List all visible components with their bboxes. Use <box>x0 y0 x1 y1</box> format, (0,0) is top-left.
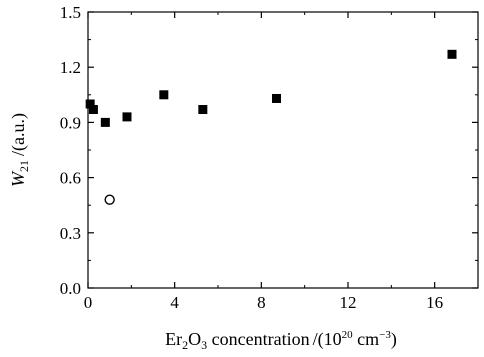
y-tick-label: 0.3 <box>60 224 81 243</box>
data-point-square <box>85 99 95 109</box>
data-point-square <box>198 105 208 115</box>
x-tick-label: 16 <box>426 293 443 312</box>
y-tick-label: 0.6 <box>60 169 81 188</box>
plot-frame <box>87 11 479 289</box>
x-axis-ticks: 0 4 8 12 16 <box>84 12 443 312</box>
y-tick-label: 0.9 <box>60 113 81 132</box>
y-tick-label: 1.5 <box>60 3 81 22</box>
y-tick-label: 0.0 <box>60 279 81 298</box>
data-point-square <box>159 90 169 100</box>
data-point-square <box>447 49 457 59</box>
data-point-square <box>100 117 110 127</box>
x-tick-label: 8 <box>257 293 266 312</box>
data-point-square <box>272 93 281 103</box>
data-point-square <box>88 105 98 115</box>
x-tick-label: 0 <box>84 293 93 312</box>
x-tick-label: 12 <box>340 293 357 312</box>
x-tick-label: 4 <box>170 293 179 312</box>
data-point-square <box>122 112 132 122</box>
data-marks <box>85 49 457 205</box>
y-axis-ticks: 0.0 0.3 0.6 0.9 1.2 1.5 <box>60 3 478 298</box>
x-axis-title: Er2O3 concentration/(1020 cm−3) <box>165 329 397 352</box>
y-axis-title: W21/(a.u.) <box>8 113 31 187</box>
data-point-circle <box>104 194 115 205</box>
y-tick-label: 1.2 <box>60 58 81 77</box>
plot-area <box>87 11 479 289</box>
